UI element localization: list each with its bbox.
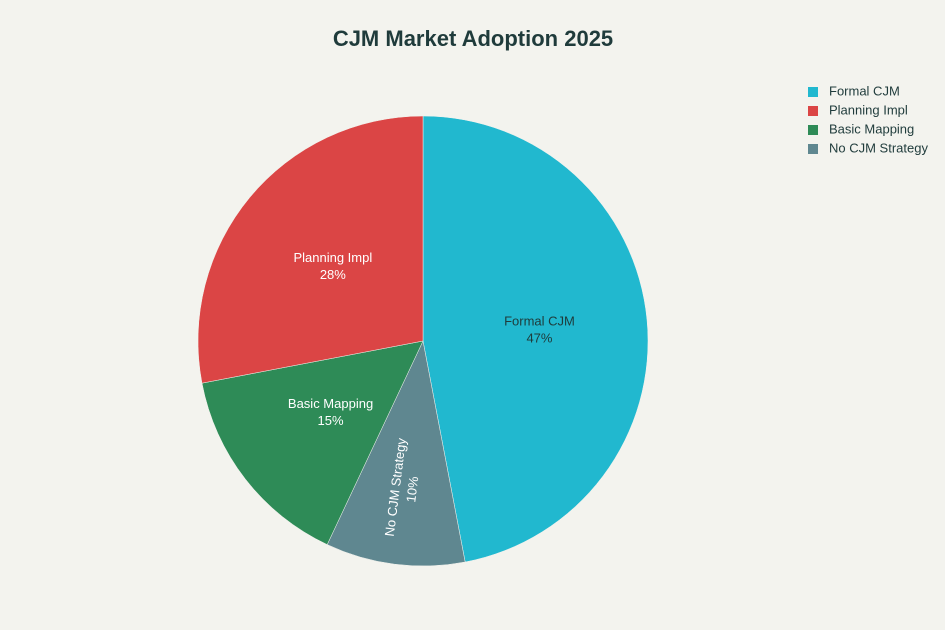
slice-label-name: Basic Mapping bbox=[288, 396, 373, 411]
legend-swatch bbox=[808, 106, 818, 116]
legend-swatch bbox=[808, 125, 818, 135]
slice-label-value: 10% bbox=[403, 475, 421, 503]
slice-label: Basic Mapping 15% bbox=[288, 396, 373, 428]
slice-label-value: 15% bbox=[318, 413, 344, 428]
slice-label: Formal CJM 47% bbox=[504, 313, 575, 345]
legend-label: Planning Impl bbox=[829, 102, 908, 117]
pie-slice bbox=[197, 115, 424, 384]
chart-title: CJM Market Adoption 2025 bbox=[333, 26, 613, 51]
slice-label-value: 28% bbox=[320, 267, 346, 282]
pie-slice bbox=[326, 340, 466, 567]
pie-slice bbox=[201, 340, 424, 545]
pie-slice bbox=[422, 115, 649, 563]
legend-swatch bbox=[808, 144, 818, 154]
slice-label-name: Planning Impl bbox=[293, 250, 372, 265]
slice-label-value: 47% bbox=[526, 330, 552, 345]
legend-swatch bbox=[808, 87, 818, 97]
legend-label: No CJM Strategy bbox=[829, 140, 928, 155]
slice-label: Planning Impl 28% bbox=[293, 250, 372, 282]
legend-label: Basic Mapping bbox=[829, 121, 914, 136]
legend-label: Formal CJM bbox=[829, 83, 900, 98]
slice-label-name: Formal CJM bbox=[504, 313, 575, 328]
